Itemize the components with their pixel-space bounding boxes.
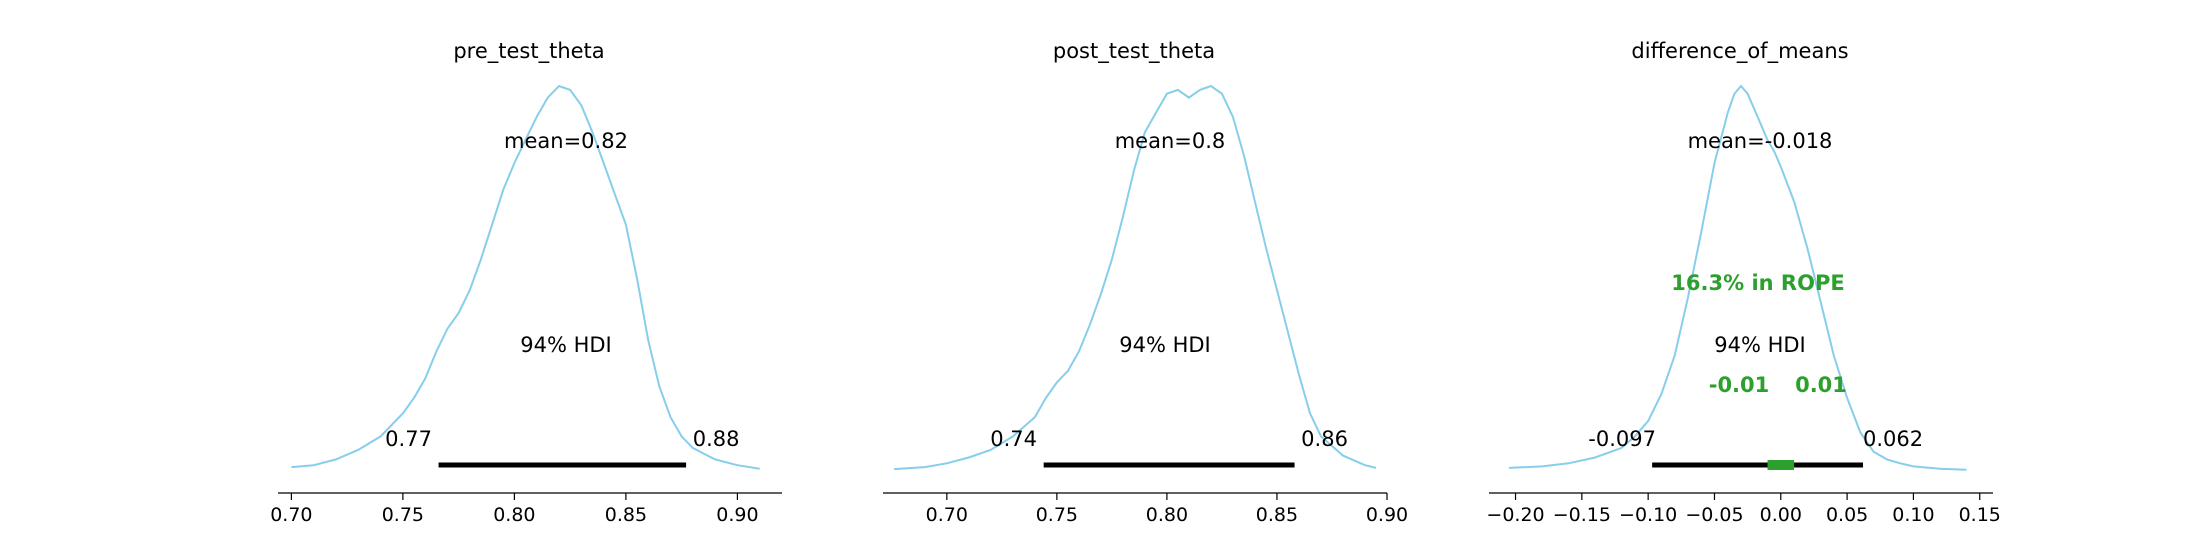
x-tick-label: −0.10: [1619, 504, 1677, 526]
rope-interval: [1767, 460, 1795, 470]
hdi-upper-label: 0.062: [1863, 427, 1923, 451]
panel-title: post_test_theta: [1053, 39, 1215, 64]
hdi-label: 94% HDI: [1714, 333, 1806, 357]
x-tick-label: 0.00: [1760, 504, 1802, 526]
x-tick-label: 0.75: [382, 504, 424, 526]
panel-pre-test-theta: pre_test_theta mean=0.82 94% HDI 0.77 0.…: [270, 39, 782, 526]
hdi-label: 94% HDI: [520, 333, 612, 357]
kde-curve: [893, 84, 1377, 471]
x-tick-label: 0.85: [1256, 504, 1298, 526]
panel-difference-of-means: difference_of_means mean=-0.018 16.3% in…: [1486, 39, 2000, 526]
hdi-lower-label: 0.77: [385, 427, 432, 451]
x-tick-label: 0.10: [1892, 504, 1934, 526]
x-tick-label: 0.90: [716, 504, 758, 526]
panel-post-test-theta: post_test_theta mean=0.8 94% HDI 0.74 0.…: [883, 39, 1408, 526]
rope-percentage-label: 16.3% in ROPE: [1671, 271, 1844, 295]
x-tick-label: 0.05: [1826, 504, 1868, 526]
x-tick-label: 0.70: [926, 504, 968, 526]
mean-label: mean=0.8: [1115, 129, 1226, 153]
mean-label: mean=-0.018: [1688, 129, 1833, 153]
x-ticks: 0.70 0.75 0.80 0.85 0.90: [926, 493, 1408, 526]
x-tick-label: 0.80: [493, 504, 535, 526]
hdi-upper-label: 0.86: [1301, 427, 1348, 451]
x-tick-label: 0.90: [1366, 504, 1408, 526]
x-tick-label: −0.20: [1486, 504, 1544, 526]
hdi-label: 94% HDI: [1119, 333, 1211, 357]
kde-curve: [1508, 84, 1967, 471]
panel-title: pre_test_theta: [453, 39, 604, 64]
x-tick-label: 0.75: [1036, 504, 1078, 526]
rope-upper-label: 0.01: [1795, 373, 1847, 397]
hdi-lower-label: -0.097: [1588, 427, 1656, 451]
kde-curve: [291, 84, 760, 470]
x-ticks: 0.70 0.75 0.80 0.85 0.90: [270, 493, 759, 526]
x-tick-label: 0.80: [1146, 504, 1188, 526]
x-tick-label: 0.85: [605, 504, 647, 526]
x-tick-label: 0.15: [1959, 504, 2001, 526]
panel-title: difference_of_means: [1631, 39, 1848, 64]
x-tick-label: −0.15: [1553, 504, 1611, 526]
x-tick-label: 0.70: [270, 504, 312, 526]
x-tick-label: −0.05: [1685, 504, 1743, 526]
hdi-upper-label: 0.88: [693, 427, 740, 451]
hdi-lower-label: 0.74: [990, 427, 1037, 451]
mean-label: mean=0.82: [504, 129, 628, 153]
rope-lower-label: -0.01: [1709, 373, 1770, 397]
x-ticks: −0.20 −0.15 −0.10 −0.05 0.00 0.05 0.10 0.15: [1486, 493, 2001, 526]
